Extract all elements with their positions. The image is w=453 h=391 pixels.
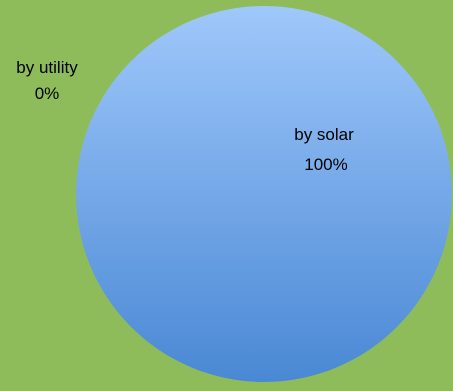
slice-value-by-utility: 0% bbox=[35, 84, 60, 103]
slice-label-by-solar: by solar bbox=[294, 125, 354, 144]
pie-slice-by-solar bbox=[76, 6, 452, 382]
slice-label-by-utility: by utility bbox=[16, 58, 78, 77]
pie-slices bbox=[76, 6, 452, 382]
pie-data-labels: by utility 0% by solar 100% bbox=[16, 58, 354, 174]
slice-value-by-solar: 100% bbox=[304, 155, 347, 174]
